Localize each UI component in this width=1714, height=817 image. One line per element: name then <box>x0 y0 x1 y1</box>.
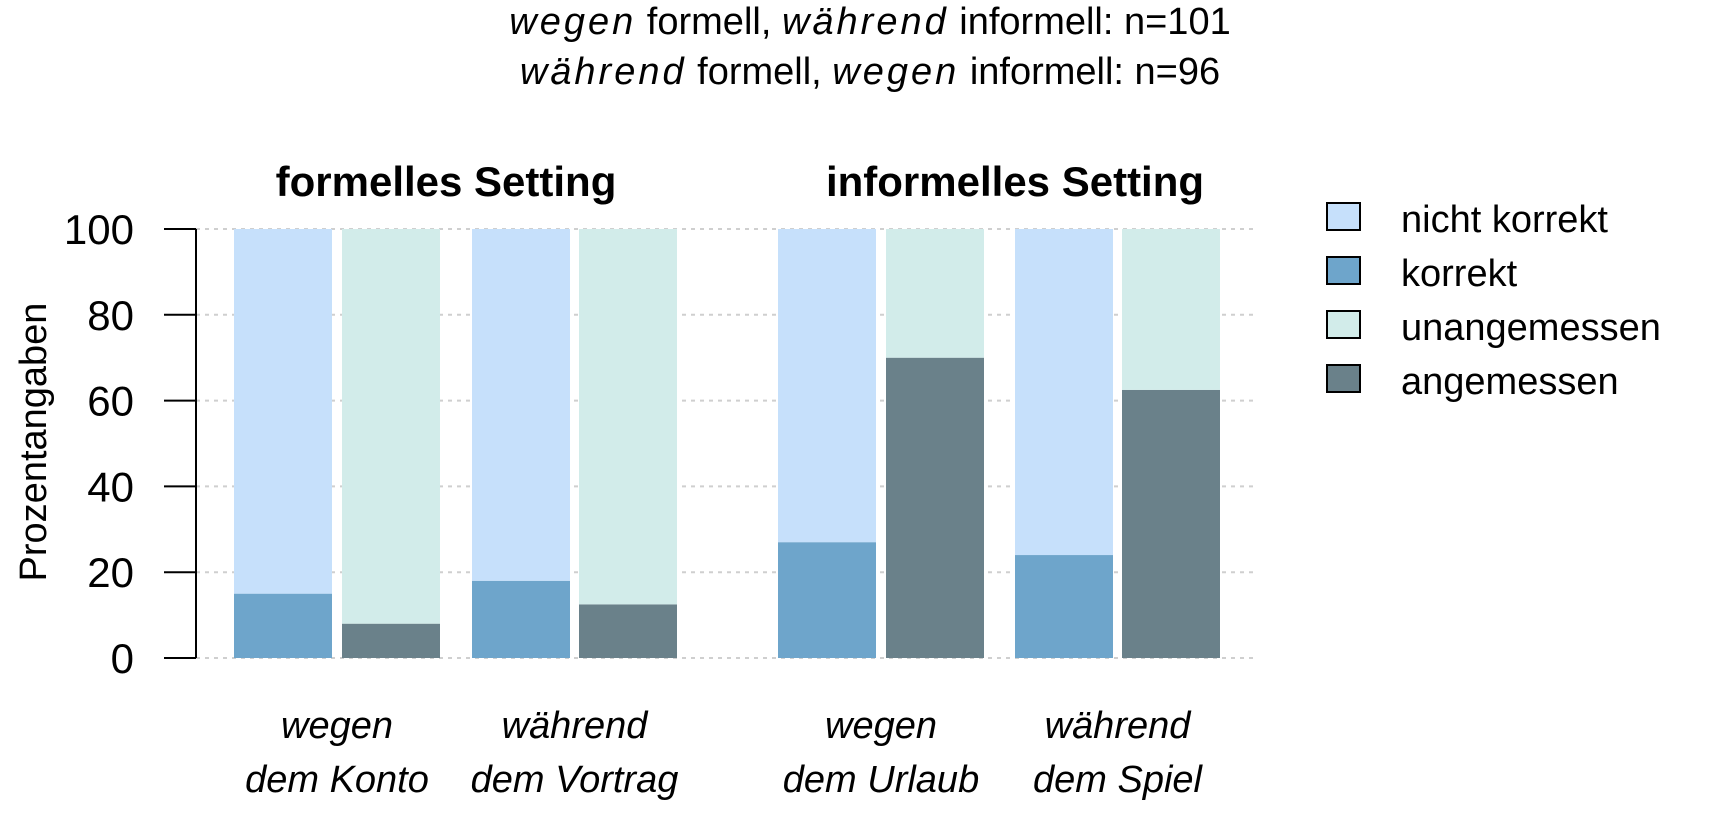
y-tick-label-40: 40 <box>87 463 134 510</box>
bar-korrekt-p1-g0 <box>778 542 876 658</box>
bar-angemessen-p0-g1 <box>579 604 677 658</box>
y-tick-label-60: 60 <box>87 378 134 425</box>
title-word-waehrend: während <box>782 1 949 43</box>
bar-nicht-korrekt-p0-g0 <box>234 229 332 594</box>
y-tick-label-20: 20 <box>87 549 134 596</box>
category-label-line2-p0-g0: dem Konto <box>245 759 429 801</box>
category-label-line2-p1-g1: dem Spiel <box>1033 759 1204 801</box>
legend-label-nicht-korrekt: nicht korrekt <box>1401 199 1608 241</box>
chart-title-line-2: während formell, wegen informell: n=96 <box>520 51 1220 93</box>
chart-title-line-1: wegen formell, während informell: n=101 <box>509 1 1230 43</box>
bar-angemessen-p0-g0 <box>342 623 440 658</box>
legend-swatch-unangemessen <box>1326 310 1361 339</box>
y-axis-label: Prozentangaben <box>13 303 55 582</box>
category-label-line2-p1-g0: dem Urlaub <box>783 759 979 801</box>
bar-nicht-korrekt-p1-g1 <box>1015 229 1113 556</box>
legend-label-angemessen: angemessen <box>1401 361 1619 403</box>
title-text: formell, <box>687 51 833 93</box>
y-tick-label-0: 0 <box>111 635 134 682</box>
title-text: informell: n=96 <box>959 51 1220 93</box>
bar-korrekt-p1-g1 <box>1015 555 1113 658</box>
bars <box>234 229 1220 658</box>
legend-swatch-korrekt <box>1326 256 1361 285</box>
title-word-wegen: wegen <box>832 51 959 93</box>
bar-angemessen-p1-g0 <box>886 357 984 658</box>
legend-label-unangemessen: unangemessen <box>1401 307 1661 349</box>
bar-unangemessen-p0-g0 <box>342 229 440 624</box>
title-word-wegen: wegen <box>509 1 636 43</box>
legend-swatch-nicht-korrekt <box>1326 202 1361 231</box>
bar-korrekt-p0-g0 <box>234 593 332 658</box>
category-label-line2-p0-g1: dem Vortrag <box>471 759 679 801</box>
bar-unangemessen-p0-g1 <box>579 229 677 605</box>
bar-nicht-korrekt-p0-g1 <box>472 229 570 581</box>
panel-title-formal: formelles Setting <box>276 158 617 205</box>
bar-unangemessen-p1-g0 <box>886 229 984 358</box>
y-tick-label-100: 100 <box>64 206 134 253</box>
legend: nicht korrekt korrekt unangemessen angem… <box>1326 199 1661 403</box>
title-word-waehrend: während <box>520 51 687 93</box>
title-text: formell, <box>636 1 782 43</box>
title-text: informell: n=101 <box>949 1 1231 43</box>
category-label-line1-p1-g0: wegen <box>825 705 937 747</box>
panel-title-informal: informelles Setting <box>826 158 1204 205</box>
bar-nicht-korrekt-p1-g0 <box>778 229 876 543</box>
bar-angemessen-p1-g1 <box>1122 389 1220 658</box>
y-axis: 0 20 40 60 80 100 <box>64 206 197 682</box>
bar-korrekt-p0-g1 <box>472 580 570 658</box>
legend-swatch-angemessen <box>1326 364 1361 393</box>
bar-unangemessen-p1-g1 <box>1122 229 1220 390</box>
category-label-line1-p0-g0: wegen <box>281 705 393 747</box>
y-tick-label-80: 80 <box>87 292 134 339</box>
category-label-line1-p1-g1: während <box>1045 705 1193 747</box>
category-label-line1-p0-g1: während <box>502 705 650 747</box>
category-labels: wegen dem Konto während dem Vortrag wegen dem… <box>245 705 1203 801</box>
legend-label-korrekt: korrekt <box>1401 253 1518 295</box>
